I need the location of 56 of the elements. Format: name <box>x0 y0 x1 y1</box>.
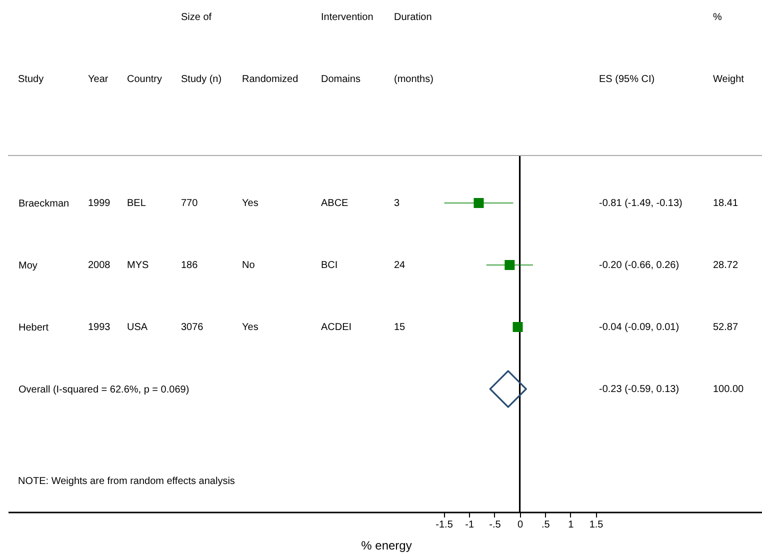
annotation: MYS <box>127 260 149 271</box>
annotation: -0.04 (-0.09, 0.01) <box>599 322 680 333</box>
text: Domains <box>321 74 360 85</box>
y-tick-label: Overall (I-squared = 62.6%, p = 0.069) <box>18 384 190 396</box>
annotation: 186 <box>181 260 198 271</box>
annotation: 770 <box>181 198 198 209</box>
annotation: 100.00 <box>713 384 744 395</box>
annotation: -0.20 (-0.66, 0.26) <box>599 260 680 271</box>
text: Intervention <box>321 12 374 23</box>
annotation: 52.87 <box>713 322 738 333</box>
text: (months) <box>394 74 434 85</box>
text: % <box>713 12 722 23</box>
point <box>489 370 527 408</box>
annotation: 15 <box>394 322 406 333</box>
annotation: 3 <box>394 198 400 209</box>
text: Country <box>127 74 162 85</box>
x-tick-label: -.5 <box>489 520 502 530</box>
text: Weight <box>713 74 744 85</box>
text: ES (95% CI) <box>599 74 655 85</box>
text: Study <box>18 74 44 85</box>
annotation: BCI <box>321 260 338 271</box>
point <box>474 198 484 208</box>
text: Study (n) <box>181 74 222 85</box>
y-tick-label: Moy <box>18 260 38 272</box>
x-tick-label: 1 <box>568 520 574 530</box>
x-tick-label: 0 <box>518 520 524 530</box>
annotation: 28.72 <box>713 260 738 271</box>
annotation: 1993 <box>88 322 111 333</box>
x-axis-title: % energy <box>361 538 412 552</box>
x-tick-label: .5 <box>541 520 550 530</box>
annotation: No <box>242 260 256 271</box>
annotation: 1999 <box>88 198 111 209</box>
annotation: 3076 <box>181 322 204 333</box>
text: Randomized <box>242 74 298 85</box>
x-tick-label: -1 <box>465 520 474 530</box>
annotation: USA <box>127 322 148 333</box>
annotation: 2008 <box>88 260 111 271</box>
annotation: 18.41 <box>713 198 738 209</box>
annotation: BEL <box>127 198 146 209</box>
text: Size of <box>181 12 212 23</box>
point <box>504 260 515 270</box>
annotation: Yes <box>242 198 258 209</box>
y-tick-label: Braeckman <box>18 198 70 210</box>
annotation: -0.81 (-1.49, -0.13) <box>599 198 682 209</box>
annotation: Yes <box>242 322 258 333</box>
text: Duration <box>394 12 432 23</box>
text: Year <box>88 74 109 85</box>
annotation: -0.23 (-0.59, 0.13) <box>599 384 680 395</box>
annotation: ABCE <box>321 198 349 209</box>
annotation: ACDEI <box>321 322 352 333</box>
point <box>512 322 523 332</box>
x-tick-label: -1.5 <box>436 520 454 530</box>
text: NOTE: Weights are from random effects analysis <box>18 476 235 487</box>
y-tick-label: Hebert <box>18 322 49 334</box>
x-tick-label: 1.5 <box>589 520 604 530</box>
annotation: 24 <box>394 260 406 271</box>
